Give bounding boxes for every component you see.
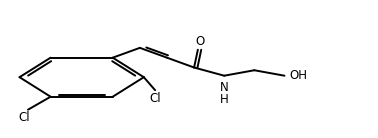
Text: Cl: Cl: [149, 92, 161, 105]
Text: OH: OH: [289, 69, 307, 82]
Text: N
H: N H: [220, 81, 229, 106]
Text: Cl: Cl: [19, 111, 30, 124]
Text: O: O: [195, 35, 204, 48]
